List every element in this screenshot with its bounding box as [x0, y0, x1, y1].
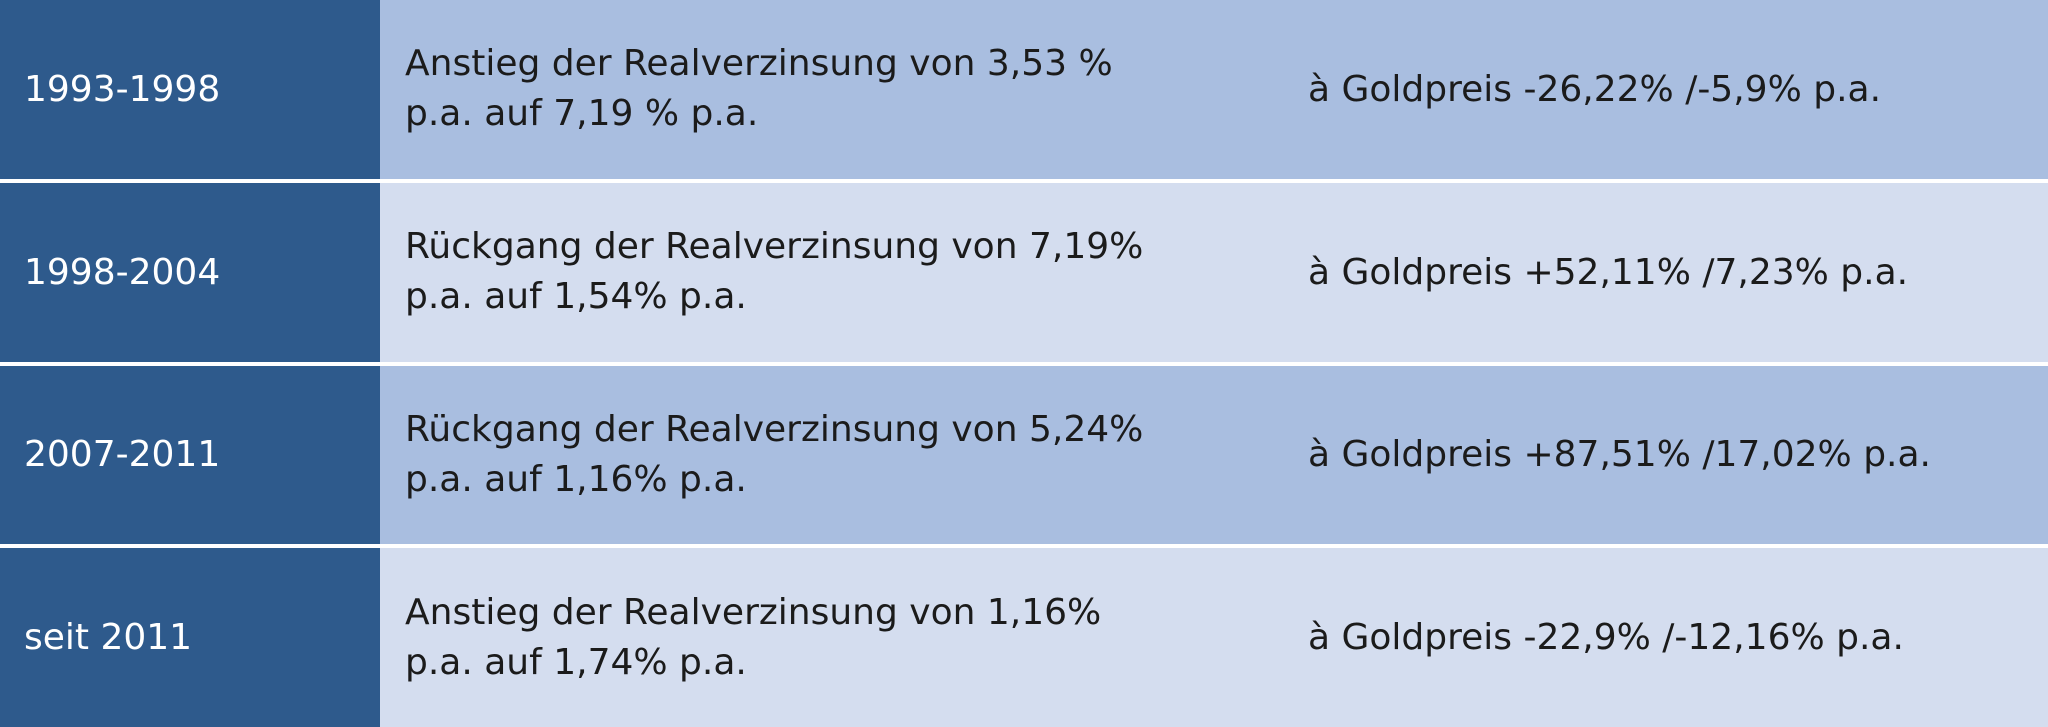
description-line: p.a. auf 1,74% p.a.: [405, 641, 747, 683]
gold-price-cell: à Goldpreis +52,11% /7,23% p.a.: [1308, 251, 1909, 293]
table-row: seit 2011 Anstieg der Realverzinsung von …: [0, 548, 2048, 727]
gold-price-cell: à Goldpreis +87,51% /17,02% p.a.: [1308, 434, 1932, 476]
description-line: Rückgang der Realverzinsung von 7,19%: [405, 226, 1144, 268]
description-line: p.a. auf 7,19 % p.a.: [405, 93, 759, 135]
row-body: Anstieg der Realverzinsung von 1,16% p.a.…: [380, 548, 2048, 727]
period-cell: 2007-2011: [0, 365, 380, 545]
table-row: 2007-2011 Rückgang der Realverzinsung von…: [0, 365, 2048, 545]
description-cell: Rückgang der Realverzinsung von 5,24% p.a…: [380, 405, 1290, 505]
description-line: Anstieg der Realverzinsung von 3,53 %: [405, 43, 1113, 85]
row-body: Rückgang der Realverzinsung von 7,19% p.a…: [380, 182, 2048, 362]
period-cell: seit 2011: [0, 548, 380, 727]
gold-price-cell: à Goldpreis -26,22% /-5,9% p.a.: [1308, 68, 1882, 110]
gold-price-cell: à Goldpreis -22,9% /-12,16% p.a.: [1308, 617, 1904, 659]
period-cell: 1998-2004: [0, 182, 380, 362]
row-body: Rückgang der Realverzinsung von 5,24% p.a…: [380, 365, 2048, 545]
table-row: 1993-1998 Anstieg der Realverzinsung von …: [0, 0, 2048, 179]
description-line: p.a. auf 1,16% p.a.: [405, 458, 747, 500]
description-cell: Anstieg der Realverzinsung von 1,16% p.a.…: [380, 588, 1290, 688]
description-line: p.a. auf 1,54% p.a.: [405, 276, 747, 318]
table-row: 1998-2004 Rückgang der Realverzinsung von…: [0, 182, 2048, 362]
description-cell: Anstieg der Realverzinsung von 3,53 % p.a…: [380, 39, 1290, 139]
row-body: Anstieg der Realverzinsung von 3,53 % p.a…: [380, 0, 2048, 179]
description-line: Anstieg der Realverzinsung von 1,16%: [405, 591, 1102, 633]
description-line: Rückgang der Realverzinsung von 5,24%: [405, 408, 1144, 450]
description-cell: Rückgang der Realverzinsung von 7,19% p.a…: [380, 222, 1290, 322]
period-cell: 1993-1998: [0, 0, 380, 179]
